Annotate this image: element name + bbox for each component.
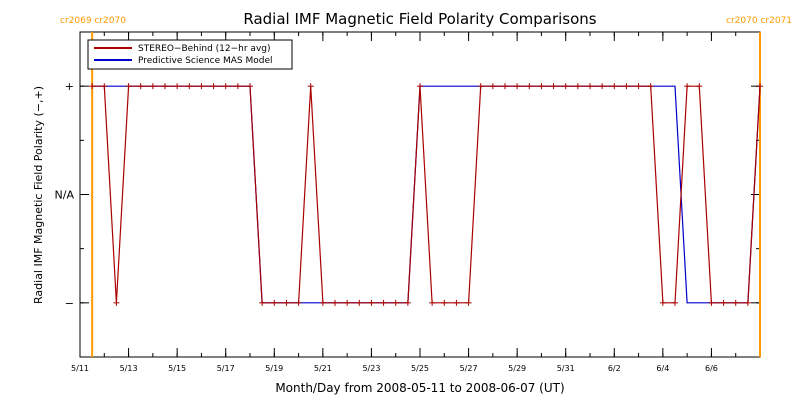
series-point-stereo [113, 299, 120, 306]
plot-area: 5/11 5/13 5/15 5/17 5/19 5/21 5/23 5/25 5/27 5/29… [55, 31, 763, 373]
x-tick-label: 5/13 [120, 364, 138, 373]
series-point-stereo [538, 83, 545, 90]
x-tick-label: 5/19 [265, 364, 283, 373]
x-tick-label: 5/27 [460, 364, 478, 373]
series-point-stereo [198, 83, 205, 90]
series-point-stereo [101, 83, 108, 90]
y-axis-ticks: + N/A − [55, 31, 760, 358]
series-point-stereo [599, 83, 606, 90]
legend: STEREO−Behind (12−hr avg) Predictive Sci… [87, 39, 293, 70]
series-point-stereo [404, 299, 411, 306]
series-point-stereo [502, 83, 508, 90]
y-tick-label: N/A [55, 189, 75, 202]
series-point-stereo [684, 83, 691, 90]
series-point-stereo [441, 299, 448, 306]
x-tick-label: 5/25 [411, 364, 429, 373]
series-point-stereo [210, 83, 217, 90]
x-tick-label: 5/15 [168, 364, 186, 373]
x-tick-label: 6/2 [608, 364, 621, 373]
series-point-stereo [380, 299, 387, 306]
series-point-stereo [247, 83, 253, 90]
x-tick-label: 5/11 [71, 364, 89, 373]
x-tick-label: 5/23 [362, 364, 380, 373]
plot-frame [79, 31, 761, 358]
series-point-stereo [149, 83, 156, 90]
series-point-stereo [453, 299, 460, 306]
series-line-stereo [92, 85, 761, 304]
series-point-stereo [526, 83, 533, 90]
series-point-stereo [672, 299, 678, 306]
x-tick-label: 5/31 [557, 364, 575, 373]
x-axis-label: Month/Day from 2008-05-11 to 2008-06-07 … [275, 381, 564, 395]
y-tick-label: + [65, 80, 74, 93]
series-point-stereo [356, 299, 363, 306]
series-point-stereo [319, 299, 326, 306]
legend-box [87, 39, 293, 70]
series-point-stereo [125, 83, 132, 90]
series-point-stereo [489, 83, 496, 90]
series-point-stereo [295, 299, 302, 306]
x-tick-label: 5/17 [217, 364, 235, 373]
series-point-stereo [307, 83, 314, 90]
series-point-stereo [332, 299, 338, 306]
series-point-stereo [720, 299, 727, 306]
chart-title: Radial IMF Magnetic Field Polarity Compa… [243, 10, 596, 28]
series-point-stereo [259, 299, 266, 306]
series-point-stereo [234, 83, 241, 90]
series-point-stereo [283, 299, 290, 306]
series-point-stereo [186, 83, 193, 90]
series-point-stereo [659, 299, 666, 306]
x-axis-ticks: 5/11 5/13 5/15 5/17 5/19 5/21 5/23 5/25 5/27 5/29… [71, 32, 761, 373]
series-point-stereo [635, 83, 642, 90]
series-point-stereo [429, 299, 436, 306]
series-point-stereo [137, 83, 144, 90]
series-point-stereo [587, 83, 593, 90]
cr-label-right: cr2070 cr2071 [726, 16, 792, 26]
x-tick-label: 5/29 [508, 364, 526, 373]
series-point-stereo [574, 83, 581, 90]
series-point-stereo [222, 83, 229, 90]
series-layer [89, 83, 763, 306]
series-point-stereo [696, 83, 703, 90]
series-point-stereo [757, 83, 763, 90]
series-point-stereo [465, 299, 472, 306]
x-tick-label: 6/6 [705, 364, 718, 373]
series-point-stereo [550, 83, 557, 90]
series-point-stereo [89, 83, 96, 90]
series-point-stereo [162, 83, 168, 90]
series-point-stereo [562, 83, 569, 90]
legend-label-mas: Predictive Science MAS Model [138, 56, 273, 66]
series-point-stereo [271, 299, 278, 306]
y-tick-label: − [65, 297, 74, 310]
series-point-stereo [623, 83, 630, 90]
series-point-stereo [611, 83, 618, 90]
series-point-stereo [477, 83, 484, 90]
x-tick-label: 6/4 [656, 364, 669, 373]
series-point-stereo [708, 299, 715, 306]
series-point-stereo [368, 299, 375, 306]
series-point-stereo [174, 83, 181, 90]
x-tick-label: 5/21 [314, 364, 332, 373]
cr-label-left: cr2069 cr2070 [60, 16, 126, 26]
series-point-stereo [647, 83, 654, 90]
y-axis-label: Radial IMF Magnetic Field Polarity (−,+) [32, 86, 45, 304]
series-point-stereo [744, 299, 751, 306]
legend-label-stereo: STEREO−Behind (12−hr avg) [138, 44, 271, 54]
series-point-stereo [344, 299, 351, 306]
series-point-stereo [514, 83, 521, 90]
series-point-stereo [392, 299, 399, 306]
series-point-stereo [417, 83, 423, 90]
series-point-stereo [732, 299, 739, 306]
